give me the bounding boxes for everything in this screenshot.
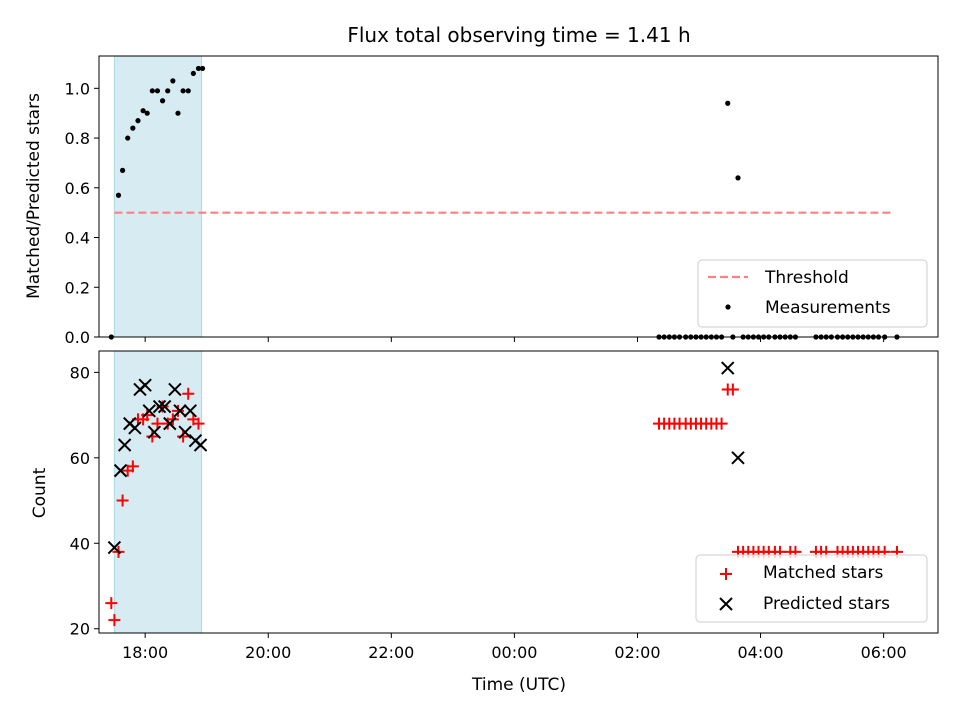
measurements-legend-label: Measurements [765, 298, 891, 318]
predicted-star-point [113, 463, 128, 478]
measurement-point [190, 70, 196, 77]
measurement-point [154, 88, 161, 94]
top-legend: Threshold Measurements [697, 259, 928, 328]
predicted-legend-label: Predicted stars [763, 594, 890, 614]
matched-star-point [141, 409, 154, 422]
predicted-star-point [178, 425, 192, 439]
measurement-point [159, 98, 166, 104]
predicted-legend-swatch [719, 597, 733, 611]
measurement-point [125, 135, 131, 141]
x-tick-label: 06:00 [861, 643, 907, 662]
y-tick-label: 20 [70, 620, 90, 639]
x-tick-label: 02:00 [614, 643, 660, 662]
y-tick-label: 40 [70, 534, 90, 553]
matched-star-point [192, 417, 205, 430]
matched-star-point [715, 417, 728, 430]
bottom-panel: 20 40 60 80 18:00 20:00 22:00 00:00 02:00 04:00 0… [30, 350, 939, 695]
top-panel: 0.0 0.2 0.4 0.6 0.8 1.0 Matched/Predicted sta… [24, 55, 939, 347]
measurements-legend-swatch [725, 304, 731, 310]
measurement-point [735, 175, 741, 181]
predicted-star-point [193, 438, 208, 452]
matched-star-point [171, 404, 184, 417]
measurement-point [130, 125, 136, 131]
bottom-legend: Matched stars Predicted stars [695, 554, 928, 623]
x-tick-label: 22:00 [368, 643, 414, 662]
y-tick-label: 0.8 [65, 129, 90, 148]
predicted-star-point [107, 540, 122, 555]
bottom-legend-box [695, 554, 928, 623]
matched-star-point [126, 460, 139, 473]
y-tick-label: 60 [70, 449, 90, 468]
y-tick-label: 1.0 [65, 79, 90, 98]
measurement-point [180, 88, 186, 94]
matched-legend-swatch [720, 568, 732, 580]
top-y-ticks: 0.0 0.2 0.4 0.6 0.8 1.0 [65, 79, 99, 347]
top-y-axis-label: Matched/Predicted stars [24, 93, 44, 299]
threshold-legend-label: Threshold [764, 268, 849, 288]
measurement-point [135, 118, 141, 124]
matched-legend-label: Matched stars [763, 563, 883, 583]
measurement-point [725, 100, 731, 106]
measurement-point [149, 88, 155, 94]
predicted-star-point [128, 421, 142, 435]
chart-title: Flux total observing time = 1.41 h [347, 23, 690, 47]
y-tick-label: 0.0 [65, 328, 90, 347]
y-tick-label: 0.4 [65, 229, 90, 248]
predicted-star-point [138, 378, 152, 392]
top-x-ticks [144, 337, 885, 342]
measurement-point [170, 78, 176, 84]
matched-star-point [177, 430, 190, 443]
predicted-star-point [731, 451, 745, 465]
top-panel-frame [98, 55, 939, 338]
y-tick-label: 0.2 [65, 278, 90, 297]
top-legend-box [697, 259, 928, 328]
predicted-star-point [142, 404, 156, 418]
measurement-point [119, 167, 126, 173]
bottom-y-axis-label: Count [30, 467, 50, 518]
matched-star-point [726, 383, 739, 396]
predicted-star-point [721, 361, 735, 375]
matched-star-point [116, 494, 129, 507]
measurement-point [175, 110, 181, 116]
matched-star-point [146, 430, 159, 443]
x-tick-label: 20:00 [245, 643, 291, 662]
measurement-point [199, 65, 206, 72]
measurement-point [144, 110, 150, 116]
measurement-point [115, 192, 122, 198]
predicted-star-point [157, 399, 172, 414]
matched-star-point [105, 597, 118, 610]
predicted-star-point [168, 382, 182, 397]
highlight-span-top [113, 55, 203, 338]
x-axis-label: Time (UTC) [471, 675, 566, 695]
bottom-panel-frame [98, 350, 939, 634]
measurement-point [195, 65, 202, 72]
predicted-star-point [117, 438, 132, 452]
measurement-point [165, 88, 171, 94]
x-tick-label: 04:00 [738, 643, 784, 662]
x-tick-label: 18:00 [122, 643, 168, 662]
x-tick-label: 00:00 [491, 643, 537, 662]
bottom-y-ticks: 20 40 60 80 [70, 363, 99, 639]
predicted-star-point [173, 404, 187, 418]
bottom-x-ticks: 18:00 20:00 22:00 00:00 02:00 04:00 06:00 [122, 633, 907, 662]
matched-star-point [151, 417, 164, 430]
y-tick-label: 80 [70, 363, 90, 382]
predicted-star-point [183, 404, 197, 418]
predicted-star-point [163, 416, 177, 431]
measurement-point [185, 88, 191, 94]
matched-star-point [182, 387, 195, 400]
matched-star-point [108, 614, 121, 627]
predicted-star-point [152, 399, 167, 414]
predicted-star-point [147, 425, 162, 439]
y-tick-label: 0.6 [65, 179, 90, 198]
measurement-point [140, 108, 146, 114]
